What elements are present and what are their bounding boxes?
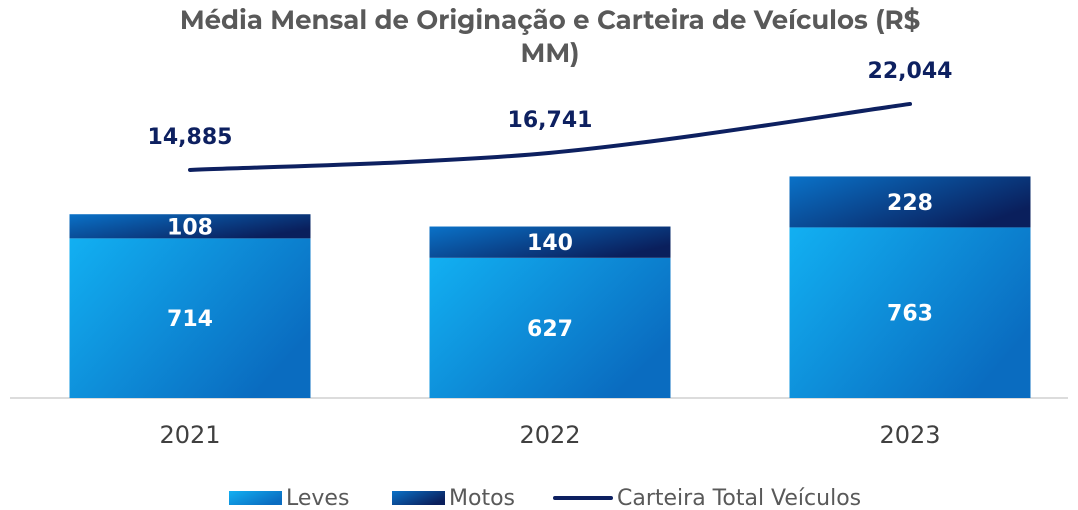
bar	[429, 226, 671, 258]
data-label: 140	[527, 231, 573, 256]
data-label: 228	[887, 191, 933, 216]
data-label: 627	[527, 317, 573, 342]
bar	[69, 214, 311, 239]
legend-label: Motos	[449, 486, 515, 510]
x-tick-label: 2023	[879, 421, 940, 449]
data-label: 22,044	[868, 59, 953, 84]
legend-swatch	[229, 491, 282, 505]
x-tick-label: 2021	[159, 421, 220, 449]
bar	[429, 257, 671, 398]
bar	[789, 176, 1031, 228]
bar	[789, 227, 1031, 398]
data-label: 763	[887, 302, 933, 327]
legend-label: Carteira Total Veículos	[617, 486, 861, 510]
data-label: 14,885	[148, 125, 233, 150]
line	[188, 101, 912, 172]
x-tick-label: 2022	[519, 421, 580, 449]
legend-swatch	[392, 491, 445, 505]
data-label: 16,741	[508, 108, 593, 133]
data-label: 108	[167, 215, 213, 240]
chart-title: Média Mensal de Originação e Carteira de…	[179, 4, 921, 69]
data-label: 714	[167, 307, 213, 332]
legend-label: Leves	[286, 486, 349, 510]
bar	[69, 238, 311, 398]
